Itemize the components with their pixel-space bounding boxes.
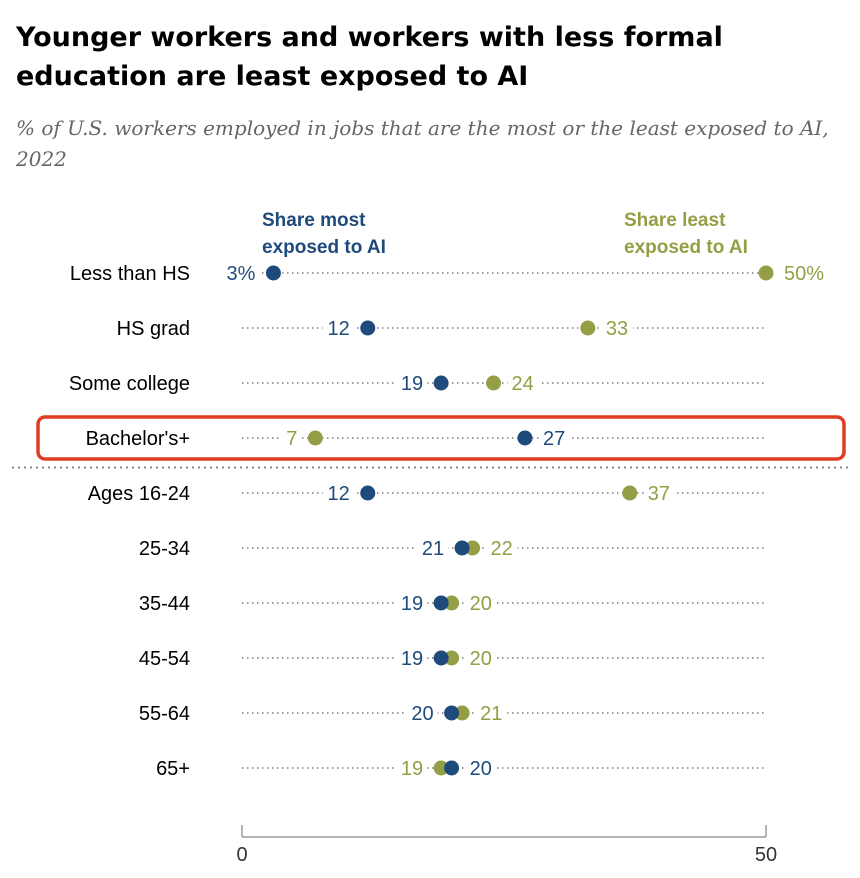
least-exposed-value-label: 20 [470, 648, 492, 670]
least-exposed-dot [486, 375, 502, 391]
least-exposed-dot [433, 760, 449, 776]
value-label-gap [538, 426, 570, 450]
category-label: Ages 16-24 [88, 483, 190, 505]
chart-subtitle: % of U.S. workers employed in jobs that … [16, 116, 829, 171]
least-exposed-value-label: 7 [286, 428, 297, 450]
least-exposed-value-label: 50% [784, 263, 824, 285]
legend-most-line1: Share most [262, 210, 366, 231]
most-exposed-value-label: 19 [401, 593, 423, 615]
value-label-gap [322, 481, 354, 505]
category-label: 65+ [156, 758, 190, 780]
category-label: 25-34 [139, 538, 190, 560]
most-exposed-value-label: 19 [401, 648, 423, 670]
x-tick-label: 50 [755, 844, 777, 866]
value-label-gap [417, 536, 449, 560]
value-label-gap [476, 701, 508, 725]
category-label: Some college [69, 373, 190, 395]
category-label: Less than HS [70, 263, 190, 285]
most-exposed-dot [360, 320, 376, 336]
most-exposed-dot [433, 595, 449, 611]
least-exposed-value-label: 24 [512, 373, 534, 395]
most-exposed-dot [433, 650, 449, 666]
most-exposed-dot [265, 265, 281, 281]
most-exposed-value-label: 21 [422, 538, 444, 560]
least-exposed-value-label: 19 [401, 758, 423, 780]
most-exposed-dot [454, 540, 470, 556]
least-exposed-dot [444, 650, 460, 666]
least-exposed-dot [465, 540, 481, 556]
value-label-gap [465, 591, 497, 615]
legend-least-line2: exposed to AI [624, 237, 748, 258]
least-exposed-value-label: 20 [470, 593, 492, 615]
value-label-gap [406, 701, 438, 725]
least-exposed-value-label: 33 [606, 318, 628, 340]
least-exposed-value-label: 22 [491, 538, 513, 560]
category-label: HS grad [117, 318, 190, 340]
x-tick-label: 0 [236, 844, 247, 866]
value-label-gap [507, 371, 539, 395]
legend-least-line1: Share least [624, 210, 726, 231]
most-exposed-dot [444, 760, 460, 776]
least-exposed-dot [580, 320, 596, 336]
most-exposed-value-label: 12 [328, 318, 350, 340]
least-exposed-dot [444, 595, 460, 611]
value-label-gap [281, 426, 302, 450]
category-label: Bachelor's+ [86, 428, 190, 450]
value-label-gap [396, 371, 428, 395]
value-label-gap [396, 646, 428, 670]
most-exposed-value-label: 3% [227, 263, 256, 285]
least-exposed-dot [454, 705, 470, 721]
least-exposed-value-label: 37 [648, 483, 670, 505]
value-label-gap [465, 646, 497, 670]
legend-most-line2: exposed to AI [262, 237, 386, 258]
most-exposed-dot [444, 705, 460, 721]
value-label-gap [780, 261, 823, 285]
value-label-gap [486, 536, 518, 560]
least-exposed-dot [622, 485, 638, 501]
value-label-gap [322, 316, 354, 340]
most-exposed-value-label: 12 [328, 483, 350, 505]
value-label-gap [396, 756, 428, 780]
most-exposed-dot [517, 430, 533, 446]
category-label: 55-64 [139, 703, 190, 725]
most-exposed-dot [433, 375, 449, 391]
chart-title: Younger workers and workers with less fo… [16, 22, 723, 92]
most-exposed-dot [360, 485, 376, 501]
category-label: 45-54 [139, 648, 190, 670]
highlight-box [36, 415, 846, 461]
value-label-gap [396, 591, 428, 615]
least-exposed-value-label: 21 [480, 703, 502, 725]
value-label-gap [465, 756, 497, 780]
most-exposed-value-label: 20 [411, 703, 433, 725]
value-label-gap [643, 481, 675, 505]
category-label: 35-44 [139, 593, 190, 615]
most-exposed-value-label: 27 [543, 428, 565, 450]
value-label-gap [228, 261, 260, 285]
least-exposed-dot [307, 430, 323, 446]
value-label-gap [601, 316, 633, 340]
most-exposed-value-label: 19 [401, 373, 423, 395]
least-exposed-dot [758, 265, 774, 281]
most-exposed-value-label: 20 [470, 758, 492, 780]
